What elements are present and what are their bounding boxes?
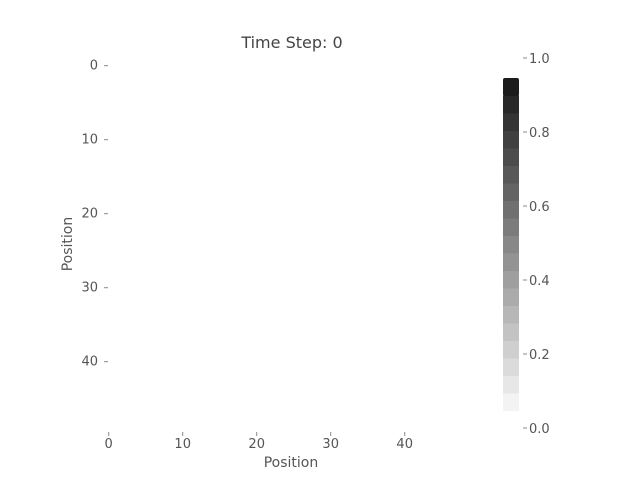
x-tick-label: 0 bbox=[105, 437, 113, 452]
colorbar-segment bbox=[503, 288, 519, 306]
colorbar-segment bbox=[503, 305, 519, 324]
colorbar-tick-label: 1.0 bbox=[529, 52, 550, 67]
colorbar-tick-label: 0.6 bbox=[529, 200, 550, 215]
x-axis-label: Position bbox=[264, 455, 319, 471]
colorbar-tick-label: 0.2 bbox=[529, 348, 550, 363]
colorbar-segment bbox=[503, 270, 519, 289]
y-tick-label: 40 bbox=[81, 355, 98, 370]
colorbar-segment bbox=[503, 183, 519, 201]
colorbar-segment bbox=[503, 235, 519, 254]
colorbar-segment bbox=[503, 393, 519, 411]
colorbar-segment bbox=[503, 375, 519, 394]
colorbar-segment bbox=[503, 78, 519, 96]
chart-title: Time Step: 0 bbox=[240, 33, 342, 52]
colorbar-segment bbox=[503, 130, 519, 149]
colorbar-segment bbox=[503, 323, 519, 341]
y-tick-label: 10 bbox=[81, 133, 98, 148]
colorbar-segment bbox=[503, 340, 519, 359]
colorbar-segment bbox=[503, 218, 519, 236]
x-axis: 0 10 20 30 40 bbox=[105, 432, 413, 452]
y-tick-label: 0 bbox=[90, 59, 98, 74]
colorbar-axis: 0.0 0.2 0.4 0.6 0.8 1.0 bbox=[523, 52, 550, 437]
x-tick-label: 20 bbox=[248, 437, 265, 452]
colorbar-segment bbox=[503, 253, 519, 271]
colorbar bbox=[503, 78, 519, 429]
colorbar-tick-label: 0.8 bbox=[529, 126, 550, 141]
y-tick-label: 20 bbox=[81, 207, 98, 222]
x-tick-label: 30 bbox=[322, 437, 339, 452]
colorbar-segment bbox=[503, 113, 519, 131]
y-axis-label: Position bbox=[60, 217, 76, 272]
colorbar-segment bbox=[503, 148, 519, 166]
colorbar-segment bbox=[503, 200, 519, 219]
x-tick-label: 10 bbox=[174, 437, 191, 452]
colorbar-tick-label: 0.4 bbox=[529, 274, 550, 289]
x-tick-label: 40 bbox=[396, 437, 413, 452]
colorbar-tick-label: 0.0 bbox=[529, 422, 550, 437]
colorbar-segment bbox=[503, 165, 519, 184]
y-axis: 0 10 20 30 40 bbox=[81, 59, 108, 370]
heatmap-plot-area bbox=[110, 62, 480, 432]
colorbar-segment bbox=[503, 95, 519, 114]
y-tick-label: 30 bbox=[81, 281, 98, 296]
colorbar-segment bbox=[503, 358, 519, 376]
colorbar-segment bbox=[503, 410, 519, 429]
